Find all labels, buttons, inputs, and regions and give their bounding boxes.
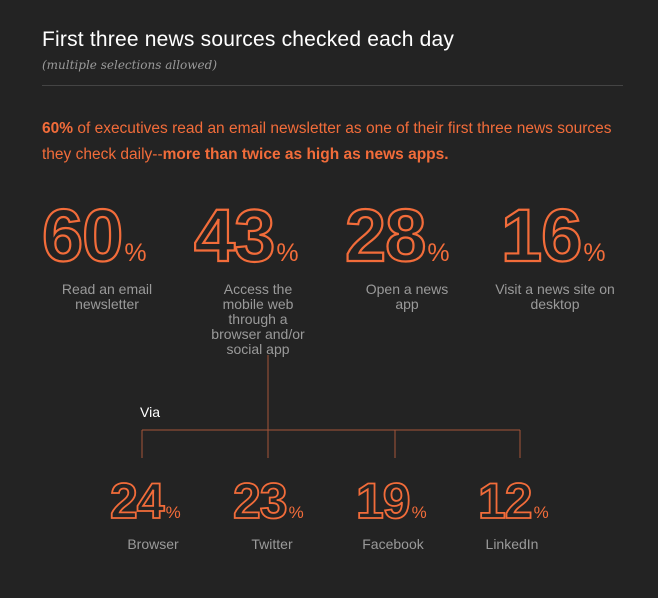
sub-label-twitter: Twitter	[251, 536, 293, 552]
stat-label-news-app: Open a news app	[365, 281, 449, 312]
sub-stat-0-unit: %	[166, 503, 181, 522]
main-stat-2-unit: %	[427, 239, 449, 267]
sub-label-browser: Browser	[127, 536, 179, 552]
main-stat-2-value: 28	[345, 194, 425, 277]
lead-highlight: 60%	[42, 120, 74, 137]
sub-stat-2-unit: %	[412, 503, 427, 522]
sub-stat-3-unit: %	[534, 503, 549, 522]
sub-stat-3-value: 12	[478, 473, 532, 529]
chart-title: First three news sources checked each da…	[42, 28, 455, 51]
stat-label-newsletter: Read an email newsletter	[61, 281, 153, 312]
lead-paragraph: 60% of executives read an email newslett…	[42, 116, 622, 168]
sub-label-facebook: Facebook	[362, 536, 424, 552]
main-stat-1-value: 43	[194, 194, 274, 277]
lead-text: of executives read an email newsletter a…	[42, 120, 612, 163]
lead-emphasis: more than twice as high as news apps.	[162, 146, 449, 163]
sub-stat-1-value: 23	[233, 473, 287, 529]
main-stat-3-unit: %	[583, 239, 605, 267]
sub-stat-0-value: 24	[110, 473, 165, 529]
main-stat-1-unit: %	[276, 239, 298, 267]
sub-stat-2-value: 19	[356, 473, 410, 529]
header-divider	[42, 85, 623, 86]
via-label: Via	[140, 404, 160, 420]
main-stat-0-unit: %	[124, 239, 146, 267]
sub-label-linkedin: LinkedIn	[485, 536, 539, 552]
main-stat-0-value: 60	[42, 194, 122, 277]
stat-label-desktop: Visit a news site on desktop	[495, 281, 615, 312]
stat-label-mobile-web: Access the mobile web through a browser …	[211, 281, 305, 357]
sub-stat-1-unit: %	[289, 503, 304, 522]
chart-subtitle: (multiple selections allowed)	[42, 58, 218, 72]
main-stat-3-value: 16	[501, 194, 581, 277]
